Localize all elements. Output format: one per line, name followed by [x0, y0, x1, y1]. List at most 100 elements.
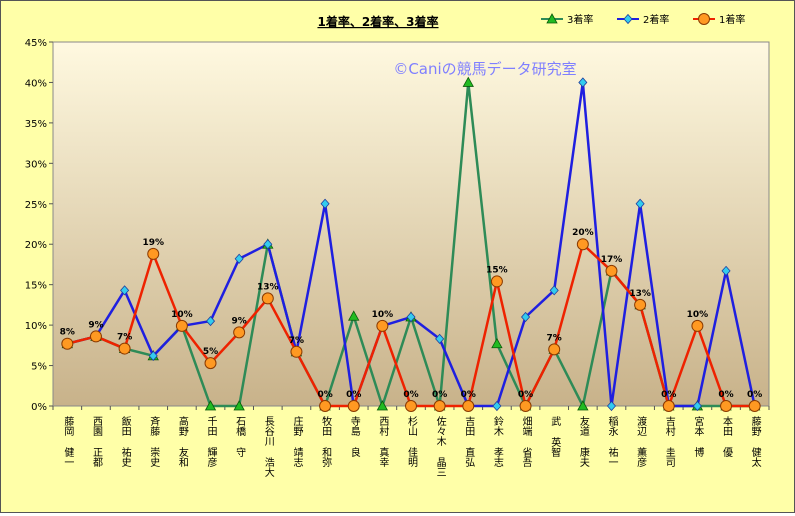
x-tick-label: 吉村 圭司 [663, 416, 675, 467]
data-point [491, 337, 503, 349]
x-tick-label: 畑端 省吾 [520, 415, 532, 468]
data-label: 15% [486, 265, 508, 275]
data-point [490, 275, 503, 288]
data-point [233, 326, 246, 339]
x-tick-label: 吉田 直弘 [463, 416, 475, 468]
data-point [748, 400, 761, 412]
chart-title: 1着率、2着率、3着率 [317, 14, 438, 29]
x-tick-label: 斉藤 崇史 [148, 415, 160, 468]
data-point [548, 343, 561, 356]
x-axis: 藤岡 健一 西園 正都 飯田 祐史 斉藤 崇史 高野 友和 千田 輝彦 石橋 守 長谷川 浩大… [52, 406, 770, 478]
data-label: 19% [142, 238, 164, 248]
y-tick-label: 0% [31, 402, 47, 413]
data-point [577, 400, 589, 411]
data-point [148, 350, 158, 361]
x-tick-label: 西村 真幸 [377, 416, 389, 468]
data-point [578, 77, 588, 88]
data-point [205, 315, 216, 327]
data-label: 9% [88, 320, 103, 330]
legend-marker [546, 13, 558, 24]
data-point [376, 319, 389, 332]
y-tick-label: 30% [25, 159, 47, 170]
x-tick-label: 藤野 健太 [749, 416, 761, 468]
data-label: 5% [203, 347, 218, 357]
legend: 3着率 2着率 1着率 [541, 13, 745, 26]
data-point [720, 400, 733, 412]
data-label: 0% [718, 390, 733, 400]
data-label: 0% [461, 390, 476, 400]
legend-marker [623, 13, 633, 25]
plot-area [52, 41, 770, 407]
legend-label: 2着率 [643, 13, 669, 26]
data-point [462, 400, 475, 412]
data-label: 13% [257, 282, 279, 292]
data-point [234, 253, 244, 264]
legend-label: 1着率 [719, 13, 745, 26]
data-point [320, 198, 330, 209]
data-point [634, 298, 647, 311]
data-point [233, 400, 245, 411]
x-tick-label: 庄野 靖志 [291, 415, 303, 467]
data-labels: 8% 9% 7% 19% 10% 5% 9% 13% 7% 0% 0% 10% 0% 0% 0% 15% 0% 7… [60, 228, 763, 400]
data-label: 0% [317, 390, 332, 400]
data-label: 20% [572, 228, 594, 238]
data-label: 9% [232, 316, 247, 326]
x-tick-label: 寺島 良 [348, 416, 360, 458]
x-tick-label: 牧田 和弥 [320, 415, 332, 468]
y-tick-label: 45% [25, 38, 47, 49]
data-point [204, 357, 217, 370]
data-point [521, 311, 531, 323]
x-tick-label: 高野 友和 [176, 415, 188, 468]
data-label: 0% [403, 390, 418, 400]
data-label: 0% [661, 390, 676, 400]
data-point [175, 319, 188, 332]
data-label: 0% [346, 390, 361, 400]
data-point [519, 400, 532, 412]
data-point [118, 342, 131, 355]
data-point [462, 76, 474, 87]
data-label: 17% [601, 255, 623, 265]
data-point [290, 345, 303, 358]
data-label: 0% [432, 390, 447, 400]
data-point [376, 400, 389, 411]
x-tick-label: 鈴木 孝志 [491, 415, 503, 467]
data-label: 7% [289, 336, 304, 346]
data-point [319, 400, 332, 412]
x-tick-label: 武 英智 [549, 415, 561, 458]
data-label: 0% [518, 390, 533, 400]
data-point [492, 400, 502, 412]
x-tick-label: 千田 輝彦 [205, 416, 217, 468]
data-point [691, 319, 704, 332]
data-point [435, 333, 445, 344]
x-tick-label: 渡辺 薫彦 [635, 415, 647, 468]
data-label: 10% [171, 310, 193, 320]
data-label: 0% [747, 390, 762, 400]
data-point [549, 285, 559, 296]
data-point [263, 239, 273, 250]
legend-label: 3着率 [567, 13, 593, 26]
data-label: 13% [629, 289, 651, 299]
x-tick-label: 宮本 博 [692, 415, 704, 458]
y-tick-label: 15% [25, 281, 47, 292]
series-layer [61, 76, 761, 412]
data-label: 7% [547, 333, 562, 343]
data-point [692, 400, 702, 412]
x-tick-label: 長谷川 浩大 [262, 416, 274, 478]
data-point [606, 400, 617, 412]
data-point [120, 285, 130, 296]
y-tick-label: 35% [25, 119, 47, 130]
x-tick-label: 杉山 佳明 [406, 415, 418, 468]
data-point [662, 400, 675, 412]
y-tick-label: 20% [25, 240, 47, 251]
data-point [433, 400, 446, 412]
y-tick-label: 40% [25, 78, 47, 89]
data-label: 8% [60, 328, 75, 338]
data-point [605, 264, 618, 277]
y-tick-label: 10% [25, 321, 47, 332]
y-axis: 0% 5% 10% 15% 20% 25% 30% 35% 40% 45% [25, 38, 53, 413]
data-point [204, 400, 217, 411]
data-point [261, 292, 274, 305]
legend-marker [698, 13, 710, 25]
data-point [406, 311, 416, 323]
